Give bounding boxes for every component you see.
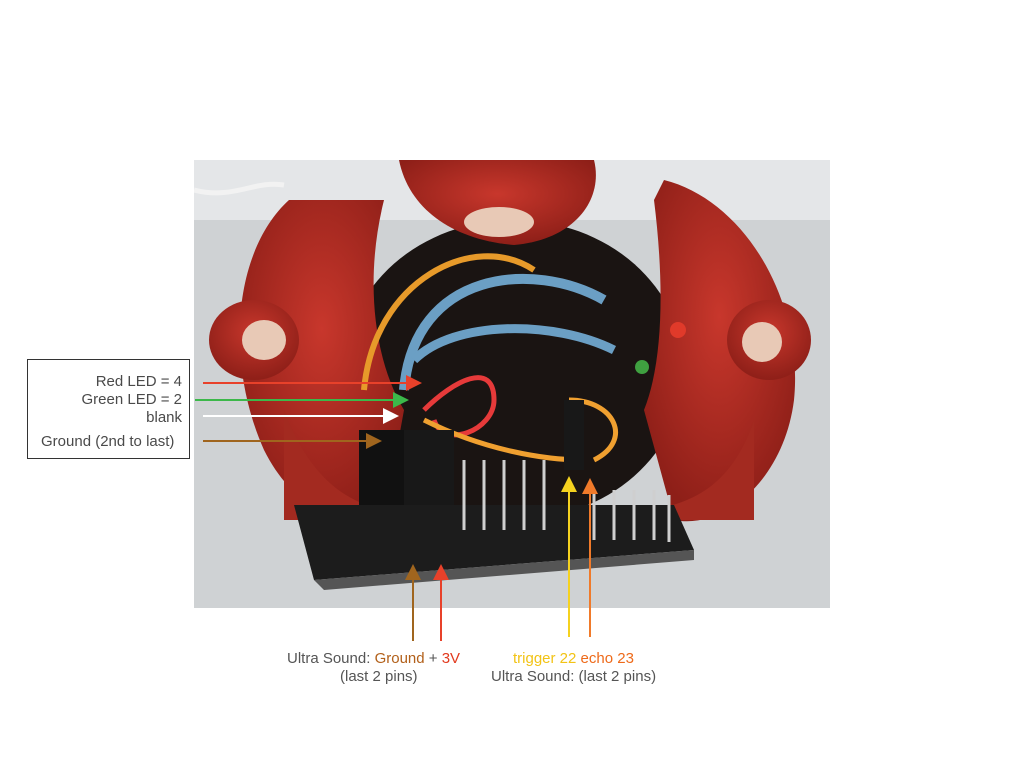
circuit-photo (194, 160, 830, 608)
pin-label-box (27, 359, 190, 459)
ground-label: Ground (2nd to last) (41, 433, 175, 450)
ultrasound-prefix: Ultra Sound: (287, 650, 371, 667)
ultrasound-3v-text: 3V (441, 650, 461, 667)
plus-sign: + (428, 650, 438, 667)
ultrasound-signal-caption: trigger 22 echo 23 (513, 650, 634, 668)
ultrasound-ground-text: Ground (374, 650, 425, 667)
blank-label: blank (146, 409, 182, 426)
red-led-label: Red LED = 4 (95, 373, 182, 390)
echo-text: echo 23 (580, 650, 634, 667)
ultrasound-power-note: (last 2 pins) (340, 668, 418, 685)
ultrasound-power-caption: Ultra Sound: Ground + 3V (287, 650, 460, 668)
green-led-label: Green LED = 2 (81, 391, 182, 408)
trigger-text: trigger 22 (513, 650, 577, 667)
ultrasound-signal-note: Ultra Sound: (last 2 pins) (491, 668, 657, 685)
